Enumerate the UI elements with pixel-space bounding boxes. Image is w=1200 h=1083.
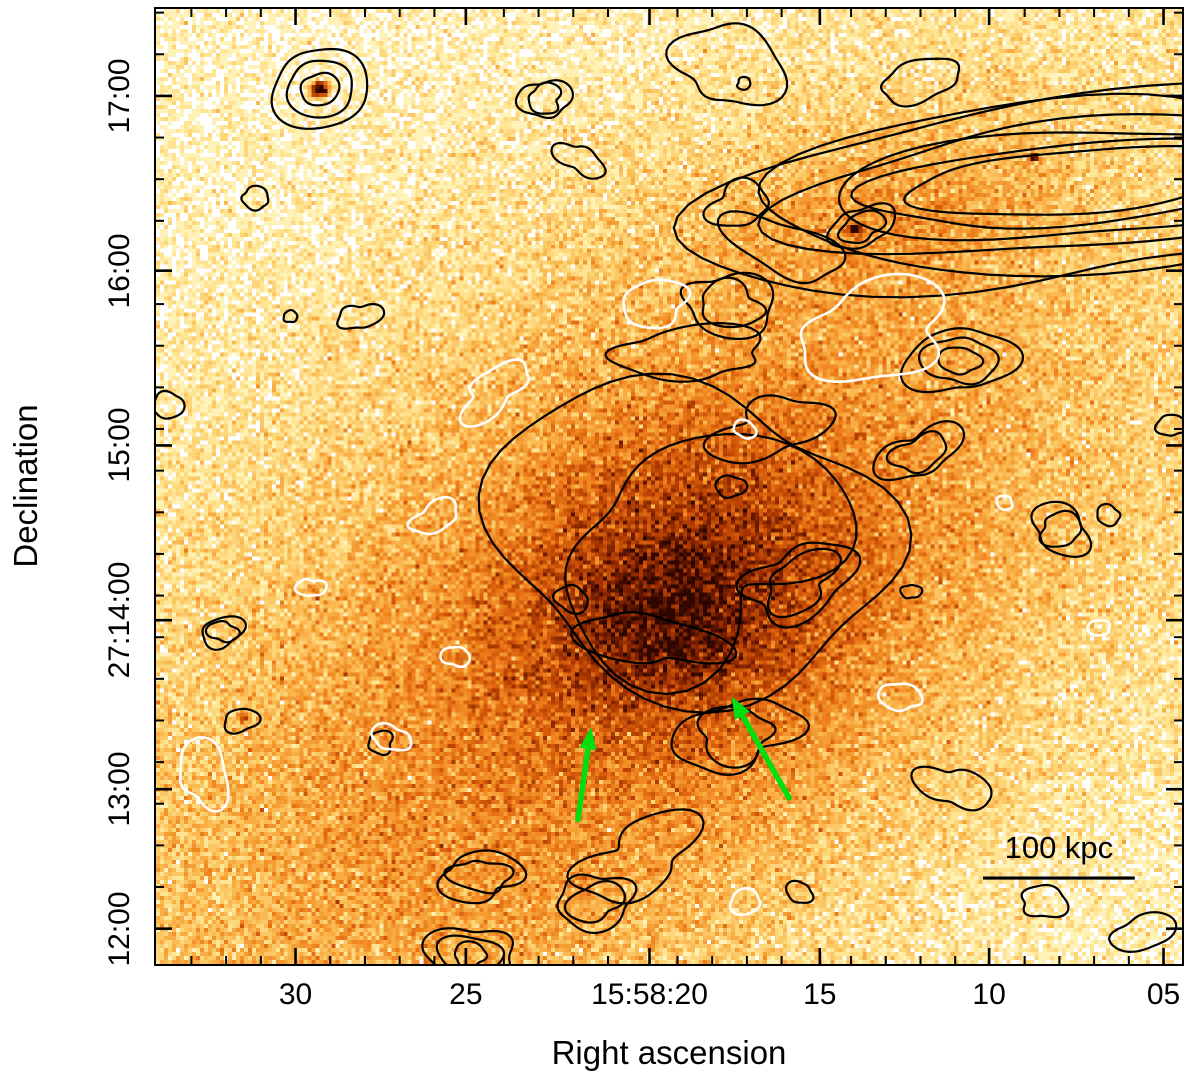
radio-contour-black bbox=[903, 145, 1182, 216]
radio-contour-black bbox=[766, 547, 842, 619]
radio-contour-white bbox=[293, 577, 328, 598]
radio-contour-black bbox=[436, 849, 528, 905]
x-tick-label: 15 bbox=[803, 978, 837, 1011]
radio-contour-black bbox=[282, 309, 299, 324]
radio-contour-black bbox=[899, 584, 924, 600]
radio-contour-white bbox=[995, 494, 1014, 511]
radio-contour-black bbox=[566, 808, 705, 905]
radio-contour-black bbox=[223, 707, 262, 735]
contours-overlay bbox=[156, 9, 1182, 964]
radio-contour-black bbox=[679, 271, 775, 340]
radio-contour-white bbox=[458, 358, 530, 428]
x-tick-label: 05 bbox=[1146, 978, 1181, 1011]
radio-contour-white bbox=[728, 886, 762, 917]
radio-contour-white bbox=[406, 495, 458, 536]
radio-contour-black bbox=[910, 765, 993, 812]
plot-area bbox=[154, 7, 1184, 966]
radio-contour-black bbox=[702, 394, 837, 465]
radio-contour-black bbox=[1020, 883, 1070, 919]
radio-contour-white bbox=[732, 418, 758, 440]
radio-contour-black bbox=[1153, 413, 1182, 437]
radio-contour-black bbox=[918, 336, 1000, 386]
radio-contour-black bbox=[285, 59, 353, 119]
radio-contour-black bbox=[880, 57, 961, 108]
green-arrow bbox=[574, 727, 597, 823]
radio-contour-black bbox=[665, 22, 789, 107]
y-tick-label: 15:00 bbox=[103, 407, 136, 483]
radio-contour-black bbox=[514, 79, 574, 120]
radio-contour-black bbox=[735, 541, 862, 629]
radio-contour-black bbox=[556, 873, 638, 935]
x-tick-label: 15:58:20 bbox=[591, 978, 708, 1011]
y-tick-label: 16:00 bbox=[103, 233, 136, 309]
radio-contour-black bbox=[240, 184, 270, 212]
y-tick-label: 13:00 bbox=[103, 751, 136, 827]
radio-contour-black bbox=[785, 879, 815, 904]
radio-contour-black bbox=[736, 75, 752, 91]
y-tick-label: 12:00 bbox=[103, 891, 136, 967]
radio-contour-black bbox=[1096, 502, 1122, 528]
radio-contour-black bbox=[757, 113, 1182, 256]
radio-contour-black bbox=[714, 474, 749, 499]
radio-contour-black bbox=[299, 71, 341, 107]
radio-contour-black bbox=[270, 48, 369, 130]
radio-contour-black bbox=[885, 430, 948, 475]
radio-contour-white bbox=[622, 278, 692, 330]
radio-contour-white bbox=[1086, 619, 1112, 637]
radio-contour-black bbox=[336, 303, 386, 330]
radio-contour-black bbox=[563, 880, 626, 924]
radio-contour-black bbox=[1038, 509, 1083, 548]
green-arrow bbox=[731, 696, 793, 802]
radio-contour-white bbox=[1014, 832, 1044, 851]
radio-contour-black bbox=[204, 620, 241, 644]
radio-contour-black bbox=[570, 611, 738, 665]
radio-contour-black bbox=[937, 346, 985, 376]
radio-contour-black bbox=[850, 137, 1182, 230]
radio-contour-white bbox=[439, 645, 472, 669]
radio-contour-black bbox=[702, 176, 770, 227]
radio-contour-black bbox=[716, 210, 847, 285]
x-tick-label: 10 bbox=[972, 978, 1006, 1011]
radio-contour-black bbox=[872, 420, 966, 482]
radio-contour-black bbox=[1108, 911, 1178, 953]
radio-contour-black bbox=[443, 859, 515, 895]
radio-contour-black bbox=[696, 705, 777, 769]
radio-contour-black bbox=[527, 81, 563, 115]
radio-contour-black bbox=[156, 389, 186, 420]
radio-contour-black bbox=[899, 327, 1025, 394]
x-tick-label: 25 bbox=[449, 978, 483, 1011]
radio-contour-black bbox=[564, 433, 858, 696]
radio-contour-black bbox=[701, 276, 768, 329]
radio-contour-black bbox=[367, 729, 394, 757]
radio-contour-black bbox=[551, 583, 589, 615]
y-axis-title: Declination bbox=[7, 404, 44, 568]
radio-contour-white bbox=[370, 721, 413, 752]
y-tick-label: 17:00 bbox=[103, 58, 136, 134]
radio-contour-white bbox=[799, 272, 946, 383]
radio-contour-black bbox=[837, 131, 1182, 242]
xray-heatmap-image bbox=[156, 9, 1182, 964]
x-tick-label: 30 bbox=[278, 978, 313, 1011]
y-tick-label: 27:14:00 bbox=[103, 561, 136, 679]
radio-contour-black bbox=[421, 927, 514, 964]
radio-contour-black bbox=[477, 372, 913, 714]
radio-contour-black bbox=[1030, 500, 1093, 558]
radio-contour-black bbox=[837, 209, 888, 244]
radio-contour-white bbox=[178, 736, 230, 813]
radio-contour-white bbox=[876, 682, 924, 713]
scale-bar-label: 100 kpc bbox=[1004, 830, 1114, 866]
radio-contour-black bbox=[757, 92, 1182, 278]
radio-contour-black bbox=[453, 940, 489, 964]
radio-contour-black bbox=[604, 322, 762, 383]
radio-contour-black bbox=[550, 141, 607, 180]
radio-contour-black bbox=[435, 934, 506, 964]
radio-contour-black bbox=[672, 82, 1182, 299]
radio-contour-black bbox=[826, 202, 897, 250]
x-axis-title: Right ascension bbox=[551, 1034, 787, 1071]
